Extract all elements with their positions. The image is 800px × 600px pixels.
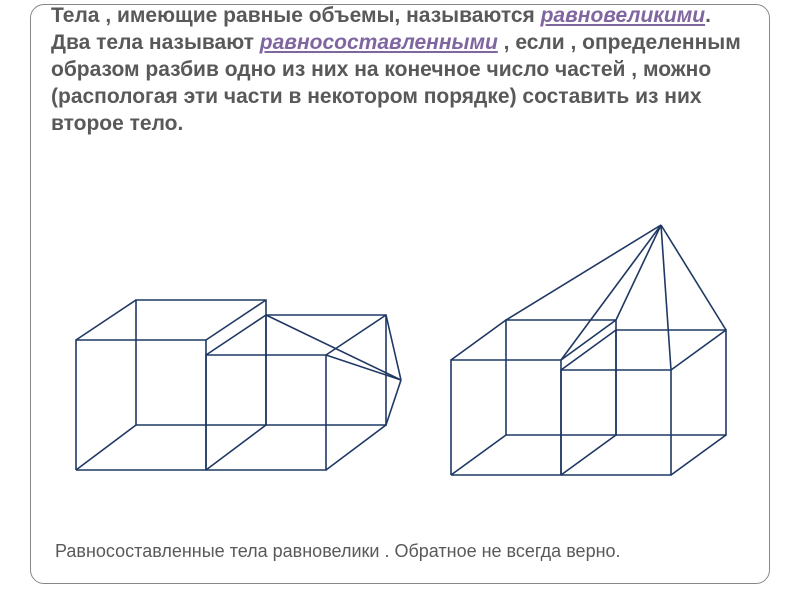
- right-figure: [451, 225, 726, 475]
- term-equivolume: равновеликими: [541, 4, 706, 27]
- def1-prefix: Тела , имеющие равные объемы, называются: [51, 4, 541, 27]
- caption-text: Равносоставленные тела равновелики . Обр…: [55, 539, 745, 563]
- diagram-area: [51, 220, 771, 500]
- def2-prefix: Два тела называют: [51, 31, 260, 54]
- geometry-diagram: [51, 220, 771, 510]
- def1-suffix: .: [705, 4, 711, 27]
- term-equidecomposable: равносоставленными: [260, 31, 498, 54]
- left-figure: [76, 300, 401, 470]
- definitions-block: Тела , имеющие равные объемы, называются…: [51, 3, 749, 137]
- content-frame: Тела , имеющие равные объемы, называются…: [30, 4, 770, 584]
